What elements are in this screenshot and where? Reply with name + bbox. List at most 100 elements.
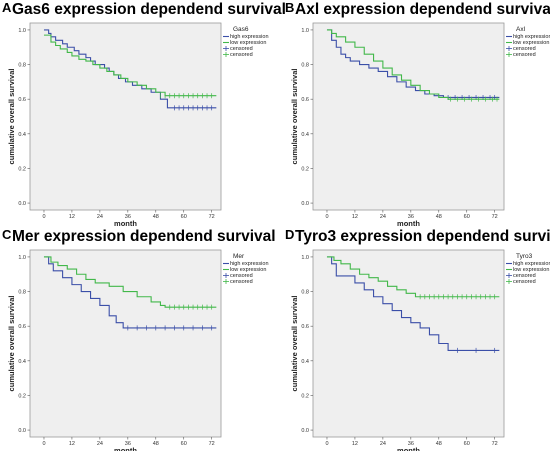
x-tick-label: 36 — [408, 441, 414, 447]
y-tick-label: 0.0 — [301, 428, 309, 434]
legend-title: Gas6 — [233, 26, 249, 33]
x-tick-label: 24 — [380, 441, 386, 447]
y-tick-label: 0.4 — [301, 359, 309, 365]
legend-label: censored — [230, 52, 253, 58]
legend-label: low expression — [513, 40, 549, 46]
x-tick-label: 60 — [181, 441, 187, 447]
y-tick-label: 0.8 — [18, 63, 26, 69]
y-tick-label: 0.4 — [18, 132, 26, 138]
y-tick-label: 0.6 — [301, 97, 309, 103]
km-chart-b: 0.0 0.2 0.4 0.6 0.8 1.0 0 12 24 36 48 60 72 month cumu… — [290, 22, 550, 228]
chart-title: Mer expression dependend survival — [12, 228, 276, 245]
legend-label: low expression — [230, 267, 266, 273]
x-tick-label: 72 — [209, 441, 215, 447]
x-tick-label: 72 — [492, 441, 498, 447]
y-axis-label: cumulative overall survival — [7, 296, 16, 392]
km-chart-c: 0.0 0.2 0.4 0.6 0.8 1.0 0 12 24 36 48 60 72 month cumu… — [7, 249, 269, 451]
x-tick-label: 36 — [125, 214, 131, 220]
legend-title: Mer — [233, 253, 245, 260]
y-tick-label: 1.0 — [18, 28, 26, 34]
legend-label: censored — [230, 46, 253, 52]
x-tick-label: 60 — [464, 441, 470, 447]
survival-curve-low — [326, 29, 500, 100]
x-tick-label: 60 — [181, 214, 187, 220]
x-tick-label: 48 — [153, 441, 159, 447]
legend-label: high expression — [230, 34, 269, 40]
y-tick-label: 0.0 — [18, 201, 26, 207]
x-tick-label: 72 — [492, 214, 498, 220]
x-tick-label: 0 — [325, 441, 328, 447]
x-tick-label: 36 — [125, 441, 131, 447]
panel-letter: B — [285, 0, 295, 15]
y-tick-label: 0.4 — [18, 359, 26, 365]
survival-curve-high — [326, 29, 500, 99]
y-tick-label: 0.0 — [18, 428, 26, 434]
km-chart-a: 0.0 0.2 0.4 0.6 0.8 1.0 0 12 24 36 48 60 72 month cumu… — [7, 22, 269, 228]
x-tick-label: 0 — [325, 214, 328, 220]
x-tick-label: 48 — [153, 214, 159, 220]
y-tick-label: 0.2 — [301, 166, 309, 172]
y-tick-label: 0.2 — [301, 393, 309, 399]
y-axis-label: cumulative overall survival — [7, 69, 16, 165]
x-tick-label: 12 — [352, 441, 358, 447]
y-tick-label: 1.0 — [301, 28, 309, 34]
legend-title: Tyro3 — [516, 253, 533, 260]
legend-label: high expression — [513, 261, 550, 267]
legend-label: censored — [513, 52, 536, 58]
x-axis-label: month — [114, 219, 137, 228]
x-tick-label: 48 — [436, 441, 442, 447]
chart-title: Tyro3 expression dependend survival — [295, 228, 550, 245]
y-tick-label: 0.2 — [18, 166, 26, 172]
legend-label: censored — [230, 273, 253, 279]
y-tick-label: 0.2 — [18, 393, 26, 399]
survival-curve-high — [326, 256, 500, 351]
x-tick-label: 24 — [97, 441, 103, 447]
legend-title: Axl — [516, 26, 526, 33]
chart-title: Axl expression dependend survival — [295, 1, 550, 18]
panel-letter: A — [2, 0, 12, 15]
legend-label: high expression — [230, 261, 269, 267]
legend-label: high expression — [513, 34, 550, 40]
legend-label: censored — [230, 279, 253, 285]
x-tick-label: 72 — [209, 214, 215, 220]
x-tick-label: 0 — [42, 214, 45, 220]
legend-label: low expression — [513, 267, 549, 273]
plot-area — [29, 22, 222, 211]
plot-area — [29, 249, 222, 438]
x-tick-label: 0 — [42, 441, 45, 447]
y-tick-label: 0.8 — [301, 290, 309, 296]
legend-label: censored — [513, 273, 536, 279]
legend-label: censored — [513, 46, 536, 52]
y-tick-label: 1.0 — [18, 255, 26, 261]
survival-curve-high — [43, 256, 217, 329]
y-tick-label: 0.6 — [18, 97, 26, 103]
y-tick-label: 0.6 — [18, 324, 26, 330]
x-tick-label: 48 — [436, 214, 442, 220]
x-tick-label: 24 — [380, 214, 386, 220]
x-tick-label: 60 — [464, 214, 470, 220]
legend-label: low expression — [230, 40, 266, 46]
y-axis-label: cumulative overall survival — [290, 296, 299, 392]
km-chart-d: 0.0 0.2 0.4 0.6 0.8 1.0 0 12 24 36 48 60 72 month cumu… — [290, 249, 550, 451]
x-tick-label: 36 — [408, 214, 414, 220]
survival-curve-low — [43, 34, 217, 97]
x-axis-label: month — [397, 219, 420, 228]
panel-letter: C — [2, 227, 12, 242]
x-tick-label: 12 — [352, 214, 358, 220]
y-axis-label: cumulative overall survival — [290, 69, 299, 165]
y-tick-label: 0.0 — [301, 201, 309, 207]
y-tick-label: 0.4 — [301, 132, 309, 138]
x-axis-label: month — [114, 446, 137, 451]
x-tick-label: 12 — [69, 441, 75, 447]
y-tick-label: 1.0 — [301, 255, 309, 261]
x-tick-label: 24 — [97, 214, 103, 220]
panel-letter: D — [285, 227, 295, 242]
survival-curve-low — [43, 256, 217, 308]
plot-area — [312, 22, 505, 211]
x-axis-label: month — [397, 446, 420, 451]
y-tick-label: 0.8 — [18, 290, 26, 296]
legend-label: censored — [513, 279, 536, 285]
y-tick-label: 0.6 — [301, 324, 309, 330]
plot-area — [312, 249, 505, 438]
survival-curve-low — [326, 256, 500, 298]
